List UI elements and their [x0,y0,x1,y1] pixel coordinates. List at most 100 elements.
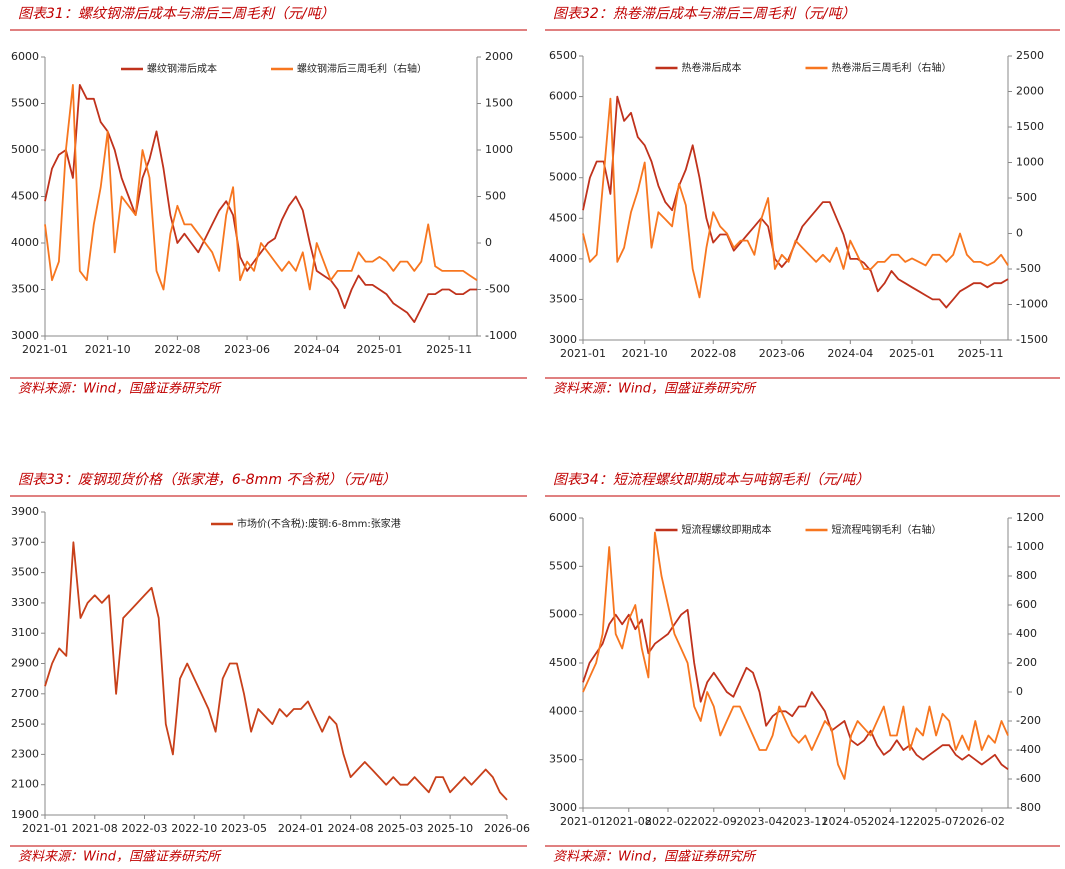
x-tick-label: 2025-07 [913,815,959,828]
y2-tick-label: 400 [1016,627,1037,640]
x-tick-label: 2026-02 [959,815,1005,828]
y-tick-label: 2500 [11,717,39,730]
x-tick-label: 2025-01 [889,347,935,360]
y2-tick-label: -400 [1016,743,1041,756]
y-tick-label: 4000 [11,236,39,249]
legend-label: 市场价(不含税):废钢:6-8mm:张家港 [237,517,401,530]
y-tick-label: 4000 [549,252,577,265]
y2-tick-label: -500 [485,283,510,296]
x-tick-label: 2021-08 [72,822,118,835]
x-tick-label: 2025-03 [377,822,423,835]
y2-tick-label: -1000 [1016,298,1048,311]
chart-title: 图表31：螺纹钢滞后成本与滞后三周毛利（元/吨） [18,6,335,22]
y2-tick-label: 2500 [1016,49,1044,62]
source: 资料来源：Wind，国盛证券研究所 [18,381,222,397]
y-tick-label: 6000 [549,511,577,524]
x-tick-label: 2025-10 [427,822,473,835]
x-tick-label: 2024-05 [822,815,868,828]
chart-title: 图表34：短流程螺纹即期成本与吨钢毛利（元/吨） [553,472,870,488]
y-tick-label: 3000 [11,329,39,342]
y2-tick-label: 200 [1016,656,1037,669]
y2-tick-label: 500 [485,190,506,203]
legend-label: 短流程螺纹即期成本 [682,523,772,536]
y-tick-label: 6500 [549,49,577,62]
legend-label: 短流程吨钢毛利（右轴） [832,523,942,536]
x-tick-label: 2021-01 [22,822,68,835]
x-tick-label: 2023-06 [759,347,805,360]
x-tick-label: 2022-09 [691,815,737,828]
x-tick-label: 2022-10 [171,822,217,835]
y-tick-label: 4000 [549,704,577,717]
y-tick-label: 5000 [11,143,39,156]
y-tick-label: 3500 [11,283,39,296]
y2-tick-label: 1000 [1016,156,1044,169]
x-tick-label: 2023-05 [221,822,267,835]
y-tick-label: 3700 [11,535,39,548]
series-line [582,608,1009,771]
y2-tick-label: 1000 [1016,540,1044,553]
y-tick-label: 6000 [11,50,39,63]
y-tick-label: 3000 [549,333,577,346]
x-tick-label: 2021-10 [622,347,668,360]
x-tick-label: 2022-08 [154,343,200,356]
x-tick-label: 2024-04 [827,347,873,360]
legend-label: 热卷滞后成本 [682,61,742,74]
y-tick-label: 3000 [549,801,577,814]
x-tick-label: 2025-11 [426,343,472,356]
y2-tick-label: 0 [1016,227,1023,240]
x-tick-label: 2022-02 [645,815,691,828]
x-tick-label: 2024-12 [867,815,913,828]
y-tick-label: 2900 [11,657,39,670]
y-tick-label: 1900 [11,808,39,821]
x-tick-label: 2022-03 [122,822,168,835]
legend-label: 螺纹钢滞后成本 [147,62,217,75]
y-tick-label: 2700 [11,687,39,700]
y2-tick-label: 2000 [485,50,513,63]
y2-tick-label: 800 [1016,569,1037,582]
series-line [44,84,477,323]
y-tick-label: 3900 [11,505,39,518]
series-line [582,95,1009,309]
x-tick-label: 2023-11 [782,815,828,828]
y-tick-label: 4500 [11,190,39,203]
y2-tick-label: -800 [1016,801,1041,814]
x-tick-label: 2021-01 [560,347,606,360]
x-tick-label: 2025-11 [958,347,1004,360]
legend-label: 螺纹钢滞后三周毛利（右轴） [297,62,427,75]
source: 资料来源：Wind，国盛证券研究所 [18,849,222,865]
source: 资料来源：Wind，国盛证券研究所 [553,381,757,397]
y-tick-label: 6000 [549,90,577,103]
x-tick-label: 2024-08 [328,822,374,835]
y-tick-label: 3500 [11,566,39,579]
series-line [582,97,1009,299]
x-tick-label: 2021-08 [606,815,652,828]
y-tick-label: 4500 [549,211,577,224]
y-tick-label: 2300 [11,747,39,760]
y2-tick-label: 1000 [485,143,513,156]
x-tick-label: 2025-01 [356,343,402,356]
legend-label: 热卷滞后三周毛利（右轴） [832,61,952,74]
y-tick-label: 2100 [11,778,39,791]
y-tick-label: 5000 [549,608,577,621]
y-tick-label: 3500 [549,292,577,305]
y2-tick-label: 600 [1016,598,1037,611]
x-tick-label: 2026-06 [484,822,530,835]
chart-title: 图表32：热卷滞后成本与滞后三周毛利（元/吨） [553,6,856,22]
y2-tick-label: -1000 [485,329,517,342]
y2-tick-label: 0 [1016,685,1023,698]
x-tick-label: 2024-04 [294,343,340,356]
y2-tick-label: 1500 [1016,120,1044,133]
x-tick-label: 2021-10 [85,343,131,356]
x-tick-label: 2022-08 [690,347,736,360]
y-tick-label: 5500 [549,130,577,143]
y-tick-label: 3300 [11,596,39,609]
x-tick-label: 2021-01 [560,815,606,828]
x-tick-label: 2024-01 [278,822,324,835]
x-tick-label: 2021-01 [22,343,68,356]
y2-tick-label: 0 [485,236,492,249]
y2-tick-label: 500 [1016,191,1037,204]
y-tick-label: 5500 [11,97,39,110]
y2-tick-label: 1500 [485,97,513,110]
y-tick-label: 5000 [549,171,577,184]
